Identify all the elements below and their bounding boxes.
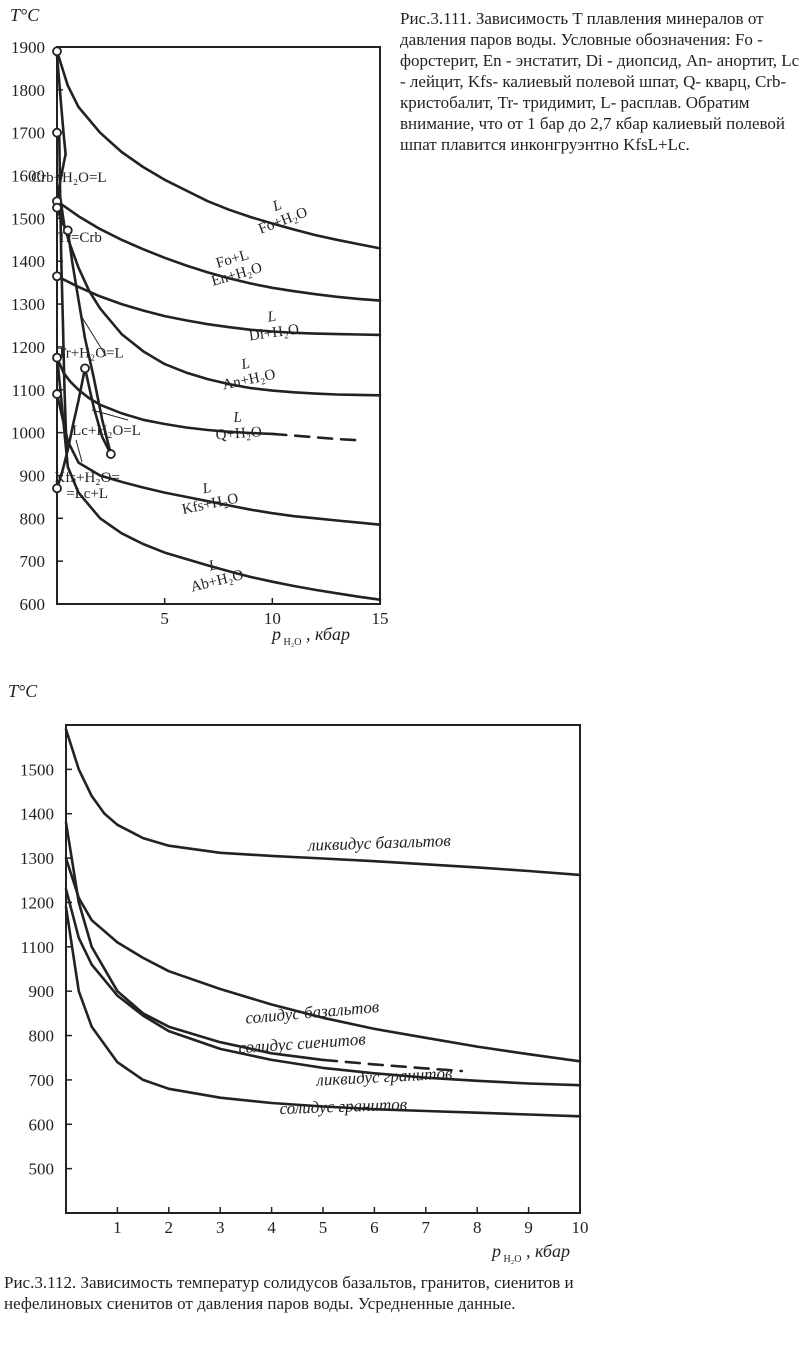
y-tick-label: 1300 [20, 849, 54, 868]
x-tick-label: 9 [524, 1218, 533, 1237]
y-tick-label: 600 [20, 595, 46, 614]
leader-line [91, 409, 129, 421]
series-line [83, 366, 113, 456]
series-line [66, 229, 113, 456]
curve-annotation: ликвидус гранитов [315, 1064, 454, 1090]
y-tick-label: 900 [20, 466, 46, 485]
series-line [55, 49, 382, 250]
x-tick-label: 15 [372, 609, 389, 628]
series-line [64, 821, 325, 1062]
y-tick-label: 1300 [11, 295, 45, 314]
curve-annotation: Kfs+H₂O= =Lc+L [54, 470, 119, 502]
y-axis-label: T°C [8, 681, 38, 701]
curve-annotation: Tr+H₂O=L [57, 346, 124, 362]
series-line [55, 366, 87, 490]
curve-annotation: Fo+LEn+H₂O [205, 245, 264, 290]
invariant-point [52, 389, 62, 399]
series-line [55, 199, 382, 302]
curve-annotation: Tr=Crb [57, 230, 102, 246]
y-tick-label: 500 [29, 1160, 55, 1179]
curve-annotation: ликвидус базальтов [307, 831, 452, 855]
curve-annotation: LQ+H₂O [214, 408, 262, 443]
x-tick-label: 1 [113, 1218, 122, 1237]
x-axis-label: p H₂O , кбар [270, 624, 350, 648]
plot-frame [65, 724, 581, 1214]
series-line [55, 354, 382, 602]
y-tick-label: 1700 [11, 124, 45, 143]
series-line [64, 856, 582, 1063]
y-tick-label: 1600 [11, 167, 45, 186]
invariant-point [52, 46, 62, 57]
series-line [58, 195, 382, 397]
y-tick-label: 900 [29, 982, 55, 1001]
x-tick-label: 2 [165, 1218, 174, 1237]
y-tick-label: 700 [20, 552, 46, 571]
invariant-point [52, 352, 62, 363]
invariant-point [52, 202, 62, 213]
y-tick-label: 600 [29, 1115, 55, 1134]
curve-annotation: LAb+H₂O [185, 552, 245, 596]
x-tick-label: 7 [422, 1218, 431, 1237]
y-tick-label: 1400 [20, 805, 54, 824]
invariant-point [52, 127, 62, 138]
y-tick-label: 1400 [11, 252, 45, 271]
invariant-point [105, 449, 116, 459]
y-axis-label: T°C [10, 5, 40, 25]
curve-annotation: Lc+H₂O=L [72, 423, 141, 439]
y-tick-label: 1100 [12, 381, 45, 400]
y-tick-label: 1200 [11, 338, 45, 357]
x-tick-label: 8 [473, 1218, 482, 1237]
invariant-point [52, 271, 62, 282]
series-line [55, 392, 382, 527]
x-tick-label: 6 [370, 1218, 379, 1237]
y-tick-label: 1500 [11, 209, 45, 228]
series-line [64, 728, 582, 877]
chart-melting-minerals: 600 700 800 900 1000 1100 1200 1300 1400 1500 1600… [10, 5, 389, 648]
plot-frame [56, 46, 381, 605]
x-axis-label: p H₂O , кбар [490, 1241, 570, 1265]
x-tick-label: 4 [267, 1218, 276, 1237]
y-tick-label: 1200 [20, 893, 54, 912]
curve-annotation: солидус сиенитов [238, 1029, 367, 1057]
chart-solidus-rocks: 500 600 700 800 900 1100 1200 1300 1400 1500 1 2 3 4 5… [8, 681, 589, 1265]
y-tick-label: 700 [29, 1071, 55, 1090]
x-tick-label: 10 [264, 609, 281, 628]
figure-3-112-caption: Рис.3.112. Зависимость температур солиду… [4, 1273, 574, 1313]
x-tick-label: 10 [572, 1218, 589, 1237]
series-line [57, 131, 68, 456]
series-line [55, 356, 274, 436]
series-line-dashed [270, 432, 360, 442]
series-line [64, 887, 582, 1087]
y-tick-label: 1500 [20, 760, 54, 779]
curve-annotation: LDi+H₂O [246, 306, 300, 345]
y-tick-label: 1800 [11, 81, 45, 100]
invariant-point [62, 225, 73, 236]
series-line [55, 54, 67, 156]
y-tick-label: 800 [29, 1027, 55, 1046]
y-tick-label: 1900 [11, 38, 45, 57]
curve-annotation: солидус гранитов [279, 1095, 408, 1118]
y-tick-label: 800 [20, 509, 46, 528]
x-tick-label: 5 [319, 1218, 328, 1237]
series-line [55, 274, 382, 337]
x-tick-label: 5 [160, 609, 169, 628]
series-line [64, 905, 582, 1118]
invariant-point [80, 363, 90, 374]
y-tick-label: 1000 [11, 424, 45, 443]
series-line-dashed [321, 1058, 464, 1073]
curve-annotation: LAn+H₂O [218, 351, 277, 393]
x-tick-label: 3 [216, 1218, 225, 1237]
invariant-point [52, 483, 62, 494]
leader-line [75, 439, 83, 463]
figure-3-111-caption: Рис.3.111. Зависимость T плавления минер… [400, 9, 800, 154]
curve-annotation: Crb+H₂O=L [31, 170, 106, 186]
leader-line [79, 313, 107, 357]
y-tick-label: 1100 [21, 938, 54, 957]
